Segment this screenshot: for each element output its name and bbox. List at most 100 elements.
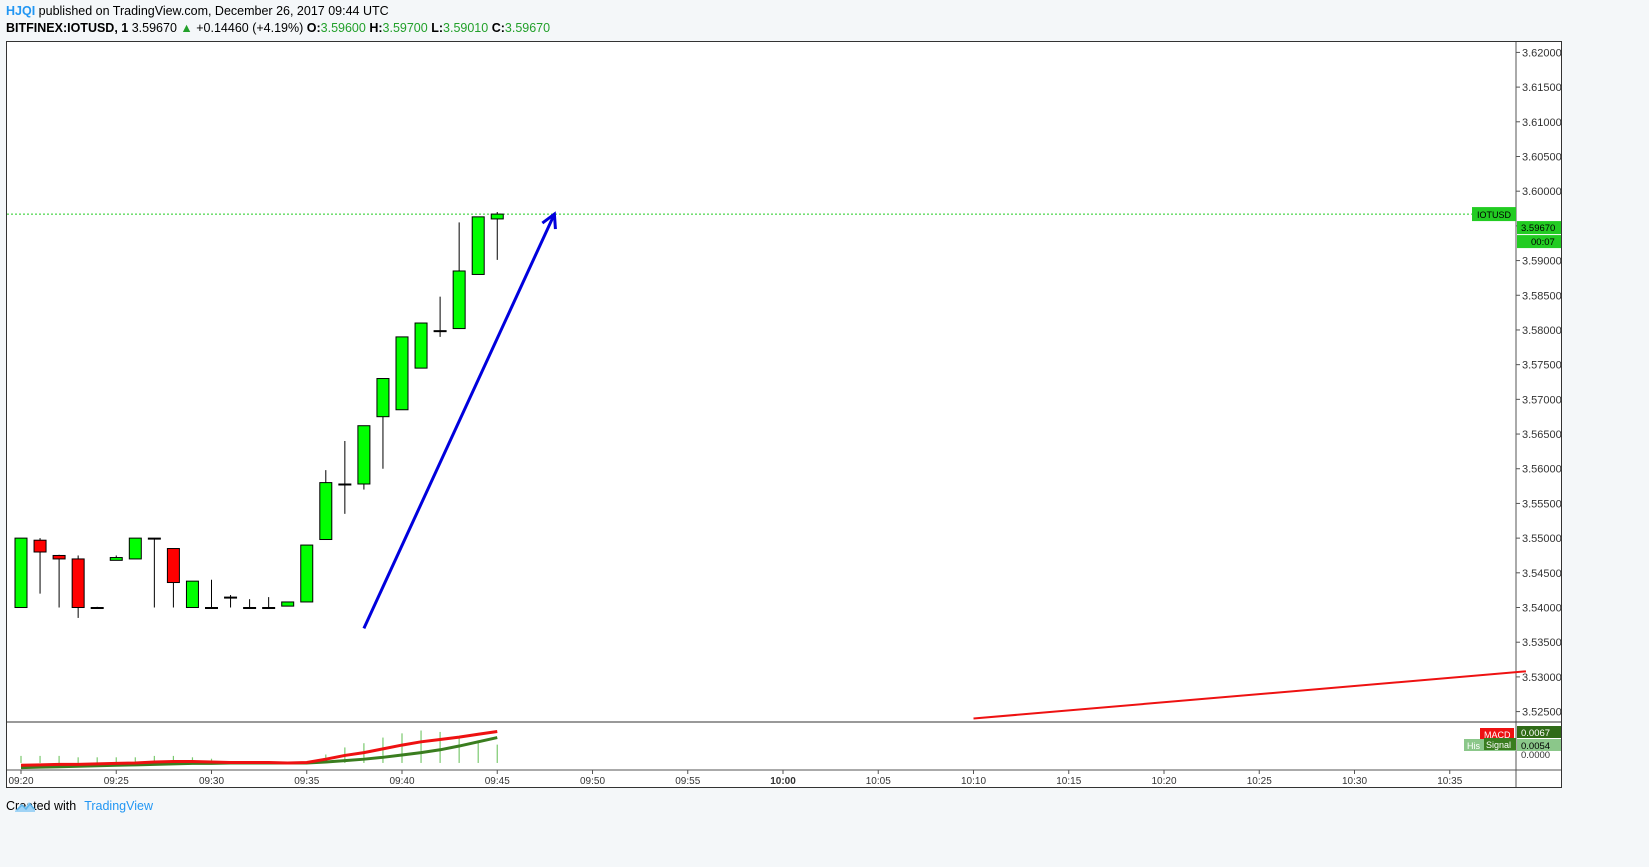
candle-down — [52, 554, 66, 560]
y-tick-label: 3.61500 — [1522, 82, 1561, 94]
y-tick-label: 3.52500 — [1522, 707, 1561, 719]
candle-up — [357, 425, 371, 485]
y-tick-label: 3.56000 — [1522, 464, 1561, 476]
y-tick-label: 3.56500 — [1522, 429, 1561, 441]
candle-down — [33, 539, 47, 553]
candle-up — [319, 482, 333, 541]
y-tick-label: 3.53500 — [1522, 637, 1561, 649]
x-tick-label: 10:25 — [1247, 776, 1272, 787]
trend-line-drawing — [973, 670, 1527, 720]
signal-legend-bg — [1484, 738, 1516, 750]
candle-up — [395, 336, 409, 411]
x-tick-label: 10:30 — [1342, 776, 1367, 787]
candle-up — [414, 322, 428, 369]
y-tick-label: 3.53000 — [1522, 672, 1561, 684]
signal-legend-label: Signal — [1486, 740, 1511, 750]
high-value: 3.59700 — [382, 21, 428, 35]
x-tick-label: 10:15 — [1056, 776, 1081, 787]
macd-value-bg — [1517, 726, 1561, 738]
arrow-drawing — [362, 213, 556, 629]
y-tick-label: 3.59000 — [1522, 256, 1561, 268]
candle-up — [490, 213, 504, 220]
x-tick-label: 10:20 — [1151, 776, 1176, 787]
countdown-tag-bg — [1517, 235, 1561, 249]
chart-container[interactable]: 3.620003.615003.610003.605003.600003.595… — [6, 41, 1562, 788]
change-arrow-icon: ▲ — [180, 21, 193, 35]
candle-up — [452, 270, 466, 330]
y-tick-label: 3.55500 — [1522, 498, 1561, 510]
tradingview-link[interactable]: TradingView — [84, 799, 153, 813]
low-label: L: — [431, 21, 444, 35]
footer: Created with TradingView — [6, 799, 153, 813]
price-tag-label: 3.59670 — [1521, 223, 1555, 234]
signal-value: 0.0054 — [1521, 741, 1550, 752]
symbol-info-line: BITFINEX:IOTUSD, 1 3.59670 ▲ +0.14460 (+… — [6, 21, 550, 35]
countdown-label: 00:07 — [1531, 237, 1555, 248]
macd-value: 0.0067 — [1521, 728, 1550, 739]
hist-legend-label: His — [1467, 741, 1480, 751]
high-label: H: — [369, 21, 383, 35]
y-tick-label: 3.58500 — [1522, 290, 1561, 302]
candle-up — [147, 537, 161, 540]
symbol-tag-label: IOTUSD — [1477, 210, 1512, 220]
candle-up — [281, 601, 295, 607]
y-tick-label: 3.55000 — [1522, 533, 1561, 545]
open-label: O: — [306, 21, 321, 35]
candle-up — [128, 537, 142, 560]
arrow-head — [541, 211, 557, 230]
price-chart[interactable]: 3.620003.615003.610003.605003.600003.595… — [7, 42, 1561, 787]
candle-down — [166, 548, 180, 584]
low-value: 3.59010 — [443, 21, 489, 35]
y-tick-label: 3.54000 — [1522, 603, 1561, 615]
x-tick-label: 09:25 — [104, 776, 129, 787]
tradingview-logo-icon[interactable] — [14, 799, 36, 813]
candle-up — [205, 607, 218, 610]
candle-up — [90, 607, 104, 610]
symbol-name: BITFINEX:IOTUSD, 1 — [6, 21, 129, 35]
x-tick-label: 10:35 — [1437, 776, 1462, 787]
y-tick-label: 3.60000 — [1522, 186, 1561, 198]
candle-up — [338, 483, 352, 486]
y-tick-label: 3.58000 — [1522, 325, 1561, 337]
x-tick-label: 10:10 — [961, 776, 986, 787]
candle-up — [224, 596, 238, 599]
y-tick-label: 3.61000 — [1522, 117, 1561, 129]
x-tick-label: 09:55 — [675, 776, 700, 787]
y-tick-label: 3.54500 — [1522, 568, 1561, 580]
x-tick-label: 09:50 — [580, 776, 605, 787]
x-tick-label: 09:45 — [485, 776, 510, 787]
candle-up — [185, 580, 199, 609]
symbol-tag-bg — [1472, 207, 1516, 222]
y-tick-label: 3.57000 — [1522, 394, 1561, 406]
author-name[interactable]: HJQI — [6, 4, 36, 18]
macd-legend-label: MACD — [1484, 730, 1511, 740]
x-tick-label: 09:30 — [199, 776, 224, 787]
last-price: 3.59670 — [131, 21, 177, 35]
signal-value-bg — [1517, 739, 1561, 751]
x-tick-label: 10:05 — [866, 776, 891, 787]
candle-up — [14, 537, 28, 609]
price-change: +0.14460 (+4.19%) — [196, 21, 304, 35]
x-tick-label: 09:35 — [294, 776, 319, 787]
candle-up — [376, 378, 390, 418]
candle-up — [262, 607, 276, 610]
macd-line — [20, 729, 498, 767]
x-tick-label: 10:00 — [770, 776, 796, 787]
candle-up — [433, 330, 447, 333]
candle-up — [471, 216, 485, 275]
candle-up — [300, 544, 314, 603]
candle-down — [71, 558, 85, 609]
macd-legend-bg — [1480, 728, 1514, 740]
close-label: C: — [491, 21, 505, 35]
y-tick-label: 3.60500 — [1522, 151, 1561, 163]
x-tick-label: 09:40 — [389, 776, 414, 787]
published-text: published on TradingView.com, December 2… — [35, 4, 389, 18]
candle-up — [109, 557, 123, 561]
y-tick-label: 3.57500 — [1522, 360, 1561, 372]
candle-up — [243, 607, 257, 610]
y-tick-label: 3.62000 — [1522, 47, 1561, 59]
macd-zero-label: 0.0000 — [1521, 750, 1550, 761]
x-tick-label: 09:20 — [8, 776, 33, 787]
price-tag-bg — [1517, 221, 1561, 235]
publisher-line: HJQI published on TradingView.com, Decem… — [6, 4, 389, 18]
